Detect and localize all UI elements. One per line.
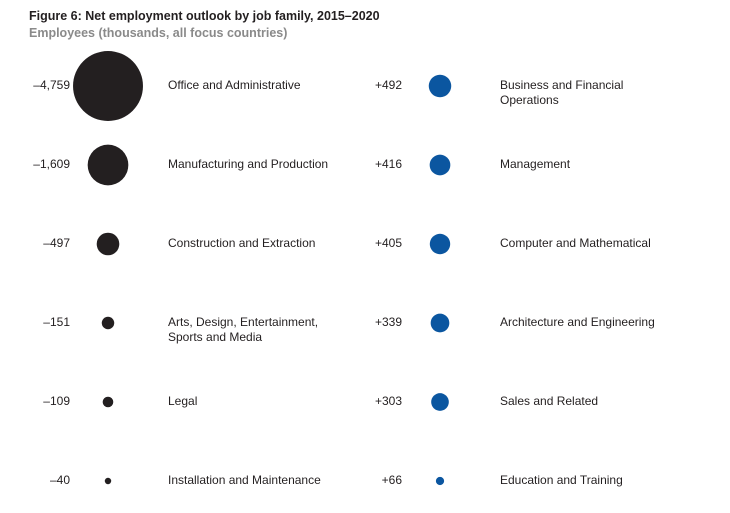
category-label: Legal: [168, 394, 198, 408]
bubble: [96, 232, 120, 256]
bubble: [429, 154, 451, 176]
category-label: Management: [500, 157, 571, 171]
chart-subtitle: Employees (thousands, all focus countrie…: [29, 26, 288, 40]
category-label: Arts, Design, Entertainment, Sports and …: [168, 315, 319, 344]
category-label: Education and Training: [500, 473, 623, 487]
chart-title: Figure 6: Net employment outlook by job …: [29, 9, 380, 23]
value-label: +66: [381, 473, 402, 487]
bubble: [73, 51, 143, 121]
value-label: –497: [43, 236, 70, 250]
category-label: Sales and Related: [500, 394, 599, 408]
value-label: +416: [374, 157, 402, 171]
category-label: Computer and Mathematical: [500, 236, 651, 250]
value-label: +492: [374, 78, 402, 92]
category-label: Manufacturing and Production: [168, 157, 329, 171]
bubble: [101, 316, 115, 330]
value-label: –109: [43, 394, 70, 408]
category-label: Business and Financial Operations: [500, 78, 624, 107]
value-label: +405: [374, 236, 402, 250]
bubble: [104, 477, 112, 485]
value-label: –151: [43, 315, 70, 329]
bubble: [102, 396, 114, 408]
value-label: –40: [49, 473, 70, 487]
bubble: [87, 144, 129, 186]
bubble: [431, 393, 449, 411]
bubble: [435, 476, 445, 486]
category-label: Architecture and Engineering: [500, 315, 655, 329]
bubble: [430, 313, 450, 333]
category-label: Installation and Maintenance: [168, 473, 321, 487]
bubble: [428, 74, 452, 98]
category-label: Office and Administrative: [168, 78, 301, 92]
value-label: –4,759: [33, 78, 70, 92]
value-label: –1,609: [33, 157, 70, 171]
bubble: [429, 233, 451, 255]
category-label: Construction and Extraction: [168, 236, 316, 250]
value-label: +339: [374, 315, 402, 329]
value-label: +303: [374, 394, 402, 408]
